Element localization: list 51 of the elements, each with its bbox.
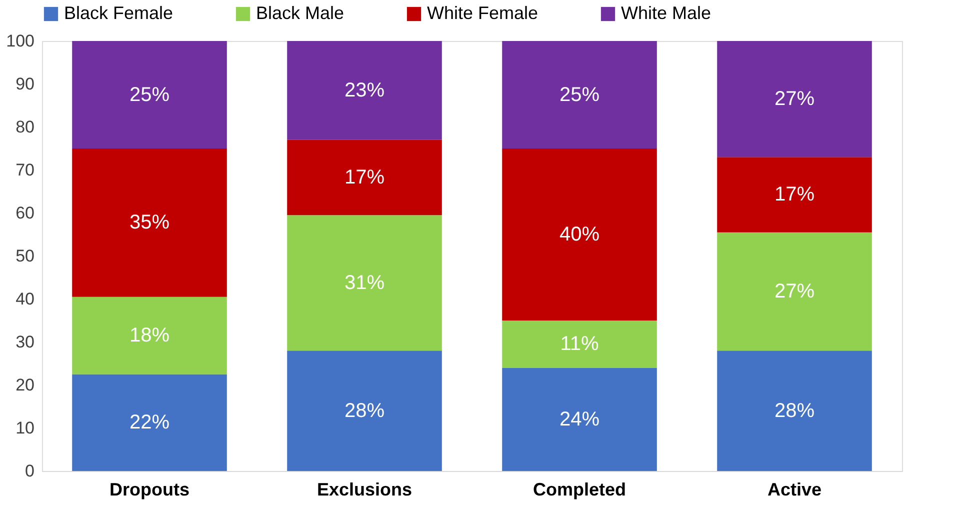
bar xyxy=(287,215,442,351)
data-label: 28% xyxy=(774,400,815,422)
x-tick-label: Exclusions xyxy=(316,480,412,500)
data-label: 17% xyxy=(774,184,815,206)
y-tick-label: 10 xyxy=(16,418,34,438)
data-label: 35% xyxy=(129,212,170,234)
bar xyxy=(502,41,657,148)
data-label: 18% xyxy=(129,324,170,347)
data-label: 40% xyxy=(559,224,600,246)
bar xyxy=(72,41,227,148)
data-label: 27% xyxy=(774,280,815,302)
data-label: 25% xyxy=(129,84,170,106)
data-label: 25% xyxy=(559,84,600,106)
legend-label: Black Female xyxy=(64,3,174,23)
y-tick-label: 60 xyxy=(16,204,34,222)
bar xyxy=(502,320,657,368)
bar xyxy=(502,368,657,471)
data-label: 22% xyxy=(129,412,170,434)
y-tick-label: 70 xyxy=(16,160,34,180)
bar xyxy=(502,148,657,320)
bar xyxy=(717,350,872,471)
bar xyxy=(717,41,872,158)
y-tick-label: 30 xyxy=(16,332,34,352)
x-tick-label: Active xyxy=(767,480,822,500)
legend-label: White Male xyxy=(621,3,712,23)
x-tick-label: Dropouts xyxy=(110,480,190,500)
bar xyxy=(717,232,872,351)
x-tick-label: Completed xyxy=(532,480,626,500)
data-label: 24% xyxy=(559,408,600,430)
bar xyxy=(72,148,227,297)
y-tick-label: 100 xyxy=(6,32,34,50)
bar xyxy=(717,157,872,232)
data-label: 11% xyxy=(560,333,599,356)
bar xyxy=(287,140,442,216)
y-tick-label: 20 xyxy=(16,376,34,394)
data-label: 31% xyxy=(344,272,385,294)
bar xyxy=(287,350,442,471)
data-label: 27% xyxy=(774,88,815,110)
y-tick-label: 0 xyxy=(25,462,34,480)
y-tick-label: 50 xyxy=(16,246,34,266)
y-tick-label: 80 xyxy=(16,118,34,136)
legend-label: White Female xyxy=(427,3,538,23)
y-tick-label: 40 xyxy=(16,290,34,308)
legend-label: Black Male xyxy=(256,3,344,23)
bar xyxy=(72,296,227,374)
data-label: 28% xyxy=(344,400,385,422)
bar xyxy=(72,374,227,471)
data-label: 23% xyxy=(344,79,385,102)
bar xyxy=(287,41,442,140)
y-tick-label: 90 xyxy=(16,74,34,94)
data-label: 17% xyxy=(344,166,385,189)
